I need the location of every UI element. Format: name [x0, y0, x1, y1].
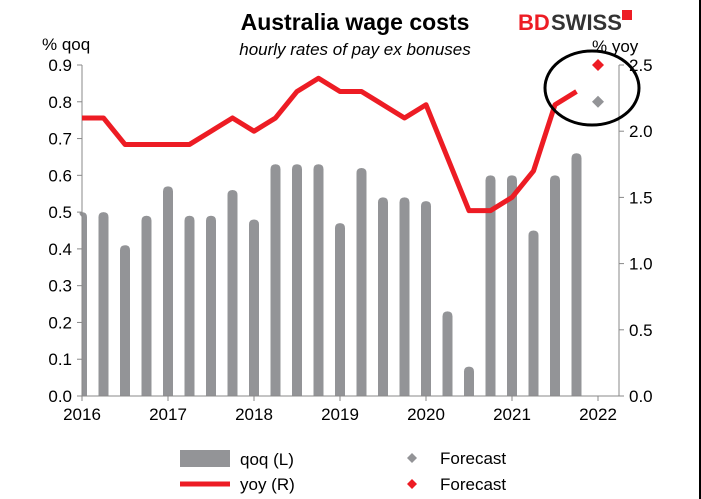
- left-tick-label: 0.0: [48, 387, 72, 406]
- right-axis-label: % yoy: [592, 37, 639, 56]
- bar-2016Q1: [79, 212, 87, 396]
- x-tick-label: 2016: [63, 405, 101, 424]
- bar-2018Q1: [249, 219, 259, 396]
- legend-forecast-label: Forecast: [440, 449, 506, 468]
- right-tick-label: 1.0: [629, 255, 653, 274]
- right-tick-label: 2.5: [629, 56, 653, 75]
- chart-title: Australia wage costs: [241, 9, 470, 35]
- bar-2017Q1: [163, 186, 173, 396]
- bar-2018Q4: [313, 164, 324, 396]
- right-tick-label: 1.5: [629, 188, 653, 207]
- left-tick-label: 0.7: [48, 130, 72, 149]
- legend-qoq-label: qoq (L): [240, 450, 294, 469]
- legend-forecast-swatch-left: [407, 453, 417, 463]
- bar-2021Q4: [571, 153, 582, 396]
- left-tick-label: 0.5: [48, 203, 72, 222]
- x-tick-label: 2019: [321, 405, 359, 424]
- right-tick-label: 0.0: [629, 387, 653, 406]
- right-tick-label: 0.5: [629, 321, 653, 340]
- legend-forecast-label: Forecast: [440, 475, 506, 494]
- right-tick-label: 2.0: [629, 122, 653, 141]
- bar-2020Q3: [464, 366, 474, 396]
- x-tick-label: 2020: [407, 405, 445, 424]
- bar-2018Q3: [292, 164, 302, 396]
- bar-2016Q4: [141, 215, 152, 396]
- x-tick-label: 2022: [579, 405, 617, 424]
- bar-2019Q3: [378, 197, 388, 396]
- legend-forecast-swatch-right: [407, 479, 417, 489]
- bar-2020Q2: [442, 311, 453, 396]
- left-tick-label: 0.1: [48, 350, 72, 369]
- forecast-diamond-right: [592, 59, 604, 71]
- logo-text-2: SWISS: [551, 10, 622, 35]
- bar-2021Q3: [550, 175, 560, 396]
- bar-2016Q2: [98, 212, 109, 396]
- left-tick-label: 0.4: [48, 240, 72, 259]
- bar-2016Q3: [120, 245, 130, 396]
- left-tick-label: 0.6: [48, 166, 72, 185]
- logo-cross-icon: [622, 10, 632, 20]
- bar-2020Q1: [421, 201, 431, 396]
- logo: BD SWISS: [518, 10, 632, 35]
- bar-2017Q3: [206, 215, 216, 396]
- chart-subtitle: hourly rates of pay ex bonuses: [239, 40, 471, 59]
- bar-2018Q2: [270, 164, 281, 396]
- left-tick-label: 0.3: [48, 277, 72, 296]
- left-axis-label: % qoq: [42, 35, 90, 54]
- left-tick-label: 0.9: [48, 56, 72, 75]
- bar-2019Q2: [356, 167, 367, 396]
- logo-text: BD: [518, 10, 550, 35]
- bar-2020Q4: [485, 175, 496, 396]
- x-tick-label: 2018: [235, 405, 273, 424]
- x-tick-label: 2017: [149, 405, 187, 424]
- left-tick-label: 0.8: [48, 93, 72, 112]
- forecast-circle-annotation: [543, 49, 641, 127]
- bar-2019Q4: [399, 197, 410, 396]
- bar-2019Q1: [335, 223, 345, 396]
- bar-2021Q1: [507, 175, 517, 396]
- bar-2017Q2: [184, 215, 195, 396]
- legend-yoy-label: yoy (R): [240, 475, 295, 494]
- left-tick-label: 0.2: [48, 313, 72, 332]
- x-tick-label: 2021: [493, 405, 531, 424]
- bar-2017Q4: [227, 190, 238, 396]
- yoy-line: [82, 75, 578, 214]
- forecast-diamond-left: [592, 95, 604, 108]
- legend-qoq-swatch: [180, 450, 230, 467]
- bar-2021Q2: [528, 230, 539, 396]
